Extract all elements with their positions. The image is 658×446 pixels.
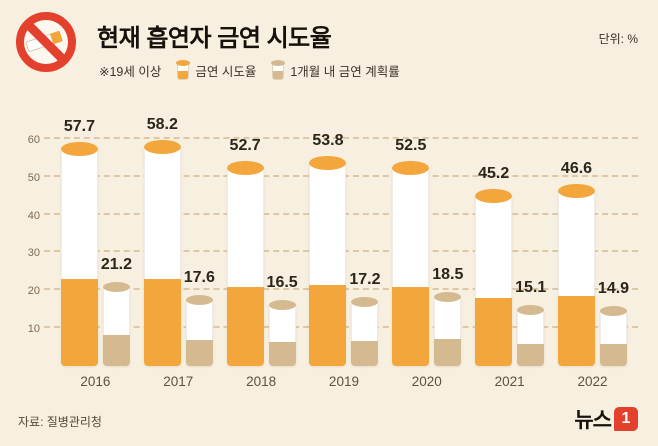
year-group: 45.2 15.1 2021 [475, 120, 546, 389]
bar-quit-attempt: 52.5 [392, 137, 430, 366]
cigarette-cap [351, 296, 379, 307]
y-tick-label: 40 [27, 209, 40, 222]
cigarette-cap [309, 156, 347, 171]
value-label: 16.5 [266, 273, 298, 291]
y-tick-label: 10 [27, 323, 40, 336]
value-label: 52.5 [395, 137, 427, 155]
cigarette-cap [226, 160, 264, 175]
cigarette-filter [392, 287, 430, 366]
bar-quit-attempt: 52.7 [226, 137, 264, 366]
cigarette-filter [475, 298, 513, 366]
year-group: 46.6 14.9 2022 [557, 120, 629, 389]
cigarette-cap [434, 292, 462, 302]
year-group: 57.7 21.2 2016 [60, 118, 132, 389]
value-label: 52.7 [229, 136, 261, 154]
cigarette-cap [60, 141, 98, 156]
cigarette-cap [475, 188, 513, 203]
value-label: 45.2 [478, 164, 510, 182]
value-label: 57.7 [63, 117, 95, 135]
bar-quit-plan: 17.6 [184, 269, 215, 366]
bar-quit-attempt: 58.2 [143, 116, 181, 366]
legend-quit-attempt-label: 금연 시도율 [195, 65, 257, 79]
y-tick-label: 20 [27, 285, 40, 298]
gridline [44, 136, 638, 139]
value-label: 14.9 [597, 279, 630, 297]
value-label: 58.2 [146, 115, 178, 133]
age-note: ※19세 이상 [99, 65, 162, 79]
bar-quit-attempt: 45.2 [475, 165, 513, 366]
value-label: 53.8 [312, 132, 344, 150]
bar-quit-plan: 16.5 [267, 274, 298, 366]
year-group: 53.8 17.2 2019 [309, 120, 381, 389]
bar-quit-attempt: 46.6 [557, 160, 595, 366]
bar-quit-plan: 14.9 [598, 280, 629, 366]
x-axis-year-label: 2022 [577, 374, 608, 389]
cigarette-tan-icon [271, 59, 286, 80]
cigarette-cap [102, 281, 130, 292]
value-label: 17.2 [349, 270, 381, 288]
y-tick-label: 30 [27, 247, 40, 260]
cigarette-cap [143, 139, 181, 154]
unit-label: 단위: % [598, 32, 638, 46]
x-axis-year-label: 2021 [494, 374, 525, 389]
legend-row: ※19세 이상 금연 시도율 1개월 내 금연 계획률 [99, 59, 400, 80]
cigarette-filter [60, 279, 98, 366]
bar-quit-plan: 21.2 [101, 256, 132, 366]
x-axis-year-label: 2017 [163, 374, 194, 389]
news1-logo-accent: 1 [614, 407, 638, 431]
bar-chart: 10 20 30 40 50 60 57.7 21.2 2016 58.2 17.6 2017 52.… [10, 96, 646, 396]
bar-quit-plan: 17.2 [349, 271, 381, 366]
year-group: 52.5 18.5 2020 [392, 120, 463, 389]
cigarette-filter [517, 343, 545, 366]
year-group: 52.7 16.5 2018 [226, 120, 298, 389]
legend-quit-plan-label: 1개월 내 금연 계획률 [290, 65, 400, 79]
cigarette-filter [185, 340, 213, 366]
x-axis-year-label: 2020 [411, 374, 442, 389]
year-group: 58.2 17.6 2017 [143, 116, 215, 389]
cigarette-cap [557, 183, 595, 198]
cigarette-filter [268, 341, 296, 366]
x-axis-year-label: 2018 [246, 374, 277, 389]
cigarette-filter [309, 285, 347, 366]
bar-quit-attempt: 57.7 [60, 118, 98, 366]
cigarette-cap [392, 161, 430, 176]
cigarette-filter [143, 278, 181, 366]
cigarette-filter [102, 334, 130, 366]
page-title: 현재 흡연자 금연 시도율 [97, 25, 332, 52]
cigarette-cap [517, 304, 545, 315]
cigarette-filter [599, 344, 627, 366]
cigarette-cap [268, 299, 296, 310]
cigarette-filter [226, 287, 264, 366]
cigarette-orange-icon [176, 59, 191, 80]
value-label: 17.6 [183, 269, 215, 287]
cigarette-filter [434, 338, 462, 366]
cigarette-cap [185, 295, 213, 306]
source-label: 자료: 질병관리청 [18, 415, 102, 429]
value-label: 15.1 [515, 278, 547, 296]
value-label: 46.6 [560, 159, 593, 177]
bar-quit-plan: 18.5 [432, 266, 463, 366]
value-label: 18.5 [432, 266, 464, 283]
cigarette-filter [351, 340, 379, 366]
value-label: 21.2 [100, 255, 132, 273]
plot-area: 10 20 30 40 50 60 57.7 21.2 2016 58.2 17.6 2017 52.… [28, 116, 638, 389]
y-tick-label: 50 [27, 171, 40, 184]
legend-quit-plan: 1개월 내 금연 계획률 [271, 59, 400, 80]
bar-quit-attempt: 53.8 [309, 132, 347, 366]
legend-quit-attempt: 금연 시도율 [176, 59, 257, 80]
no-smoking-icon [16, 12, 76, 72]
x-axis-year-label: 2019 [328, 374, 359, 389]
y-tick-label: 60 [27, 133, 40, 146]
bar-groups: 57.7 21.2 2016 58.2 17.6 2017 52.7 16.5 2018 53.8… [50, 116, 638, 389]
news1-logo: 뉴스 1 [574, 404, 638, 434]
news1-logo-text: 뉴스 [574, 409, 612, 432]
cigarette-filter [557, 296, 595, 366]
x-axis-year-label: 2016 [80, 374, 111, 389]
cigarette-cap [599, 305, 627, 316]
bar-quit-plan: 15.1 [515, 279, 546, 366]
